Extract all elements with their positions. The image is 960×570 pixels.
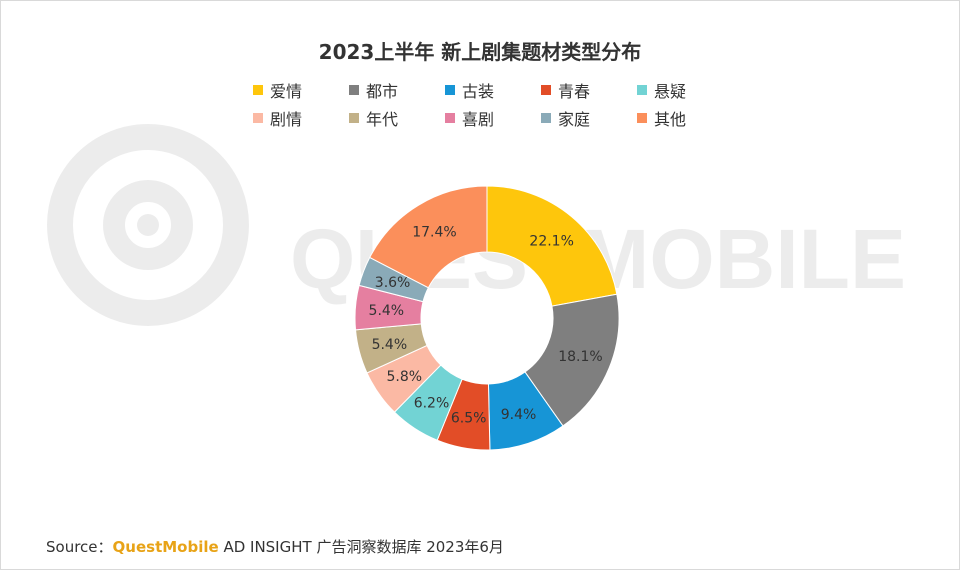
donut-chart: 22.1% 18.1% 9.4% 6.5%6.2% 5.8% 5.4% 5.4% 3.6% 17… <box>354 185 620 451</box>
slice-label: 3.6% <box>375 275 411 291</box>
source-rest: AD INSIGHT 广告洞察数据库 2023年6月 <box>218 538 504 556</box>
legend-item: 家庭 <box>541 106 611 130</box>
donut-slice <box>486 185 618 307</box>
source-note: Source：QuestMobile AD INSIGHT 广告洞察数据库 20… <box>46 536 504 557</box>
legend-row: 爱情 都市 古装 青春 悬疑 <box>0 76 960 104</box>
slice-label: 22.1% <box>529 233 573 249</box>
slice-label: 5.4% <box>369 303 405 319</box>
legend-swatch <box>253 85 263 95</box>
legend-row: 剧情 年代 喜剧 家庭 其他 <box>0 104 960 132</box>
source-brand: QuestMobile <box>112 538 219 556</box>
legend-swatch <box>541 85 551 95</box>
slice-label: 18.1% <box>558 349 602 365</box>
legend-item: 爱情 <box>253 78 323 102</box>
legend-label: 其他 <box>654 110 687 129</box>
legend-label: 古装 <box>462 82 495 101</box>
legend-item: 年代 <box>349 106 419 130</box>
legend-swatch <box>253 113 263 123</box>
slice-label: 17.4% <box>412 225 456 241</box>
slice-label: 6.5% <box>451 410 487 426</box>
legend-item: 其他 <box>637 106 707 130</box>
legend: 爱情 都市 古装 青春 悬疑剧情 年代 喜剧 家庭 其他 <box>0 76 960 132</box>
legend-swatch <box>541 113 551 123</box>
legend-swatch <box>637 85 647 95</box>
legend-swatch <box>445 85 455 95</box>
source-label: Source： <box>46 538 113 556</box>
legend-item: 古装 <box>445 78 515 102</box>
slice-label: 5.4% <box>372 337 408 353</box>
legend-swatch <box>637 113 647 123</box>
legend-label: 悬疑 <box>654 82 687 101</box>
legend-item: 青春 <box>541 78 611 102</box>
legend-swatch <box>445 113 455 123</box>
donut-slice <box>369 185 488 289</box>
legend-label: 青春 <box>558 82 591 101</box>
slice-label: 6.2% <box>414 395 450 411</box>
legend-item: 都市 <box>349 78 419 102</box>
legend-label: 都市 <box>366 82 399 101</box>
legend-label: 喜剧 <box>462 110 495 129</box>
slice-label: 5.8% <box>387 369 423 385</box>
legend-item: 喜剧 <box>445 106 515 130</box>
chart-title: 2023上半年 新上剧集题材类型分布 <box>318 40 642 64</box>
slice-label: 9.4% <box>501 407 537 423</box>
legend-item: 悬疑 <box>637 78 707 102</box>
legend-item: 剧情 <box>253 106 323 130</box>
legend-label: 年代 <box>366 110 399 129</box>
legend-label: 爱情 <box>270 82 303 101</box>
legend-swatch <box>349 85 359 95</box>
legend-label: 剧情 <box>270 110 303 129</box>
legend-swatch <box>349 113 359 123</box>
legend-label: 家庭 <box>558 110 591 129</box>
